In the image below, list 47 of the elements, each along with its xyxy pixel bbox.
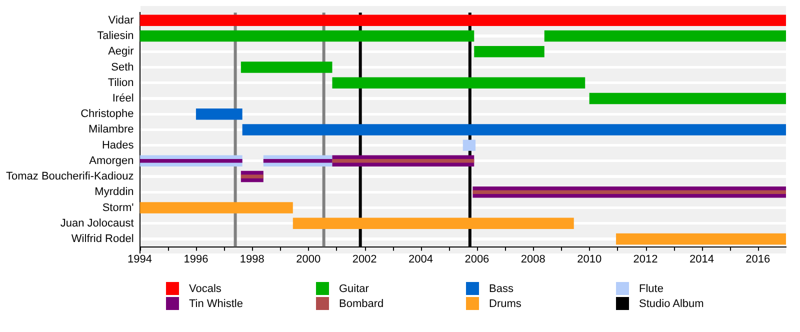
y-tick-label: Aegir <box>108 46 134 58</box>
y-tick-label: Tilion <box>108 76 134 89</box>
bar <box>332 159 474 163</box>
bar <box>140 202 293 214</box>
y-tick-label: Taliesin <box>97 30 134 42</box>
bar <box>196 108 242 120</box>
legend-label: Tin Whistle <box>189 298 243 310</box>
bar <box>263 159 332 163</box>
x-tick-label: 2000 <box>296 253 321 266</box>
bar <box>240 62 332 73</box>
y-tick-label: Myrddin <box>94 186 134 198</box>
y-tick-label: Iréel <box>112 92 134 105</box>
x-tick-label: 2016 <box>746 253 770 266</box>
y-tick-label: Juan Jolocaust <box>60 217 134 230</box>
x-tick-label: 1996 <box>184 253 208 266</box>
legend-label: Guitar <box>339 282 369 294</box>
bar <box>472 190 786 194</box>
y-tick-label: Milambre <box>88 124 134 136</box>
y-tick-label: Seth <box>111 61 134 74</box>
legend-label: Flute <box>639 282 664 294</box>
x-tick-label: 2006 <box>464 253 490 266</box>
x-tick-label: 2004 <box>408 253 433 266</box>
x-tick-label: 2012 <box>633 253 658 266</box>
legend-label: Bombard <box>339 298 384 310</box>
bar <box>462 140 476 151</box>
legend-label: Bass <box>489 282 514 294</box>
bar <box>240 174 264 178</box>
bar <box>474 46 544 58</box>
bar <box>589 92 786 104</box>
x-tick-label: 2002 <box>352 253 377 266</box>
y-tick-label: Hades <box>102 139 134 152</box>
y-tick-label: Christophe <box>80 108 134 120</box>
x-tick-label: 2014 <box>689 253 714 266</box>
x-tick-label: 2010 <box>577 253 602 266</box>
bar <box>616 233 786 245</box>
bar <box>140 159 242 163</box>
y-tick-label: Vidar <box>108 14 134 26</box>
x-tick-label: 1998 <box>240 253 264 266</box>
y-tick-label: Tomaz Boucherifi-Kadiouz <box>6 170 134 183</box>
x-tick-label: 2008 <box>520 253 546 266</box>
legend-label: Drums <box>489 298 522 310</box>
legend-label: Studio Album <box>639 298 704 310</box>
y-tick-label: Storm' <box>102 202 134 214</box>
y-tick-label: Amorgen <box>89 154 134 167</box>
y-tick-label: Wilfrid Rodel <box>71 233 134 246</box>
legend-label: Vocals <box>189 282 222 294</box>
x-tick-label: 1994 <box>128 253 152 266</box>
